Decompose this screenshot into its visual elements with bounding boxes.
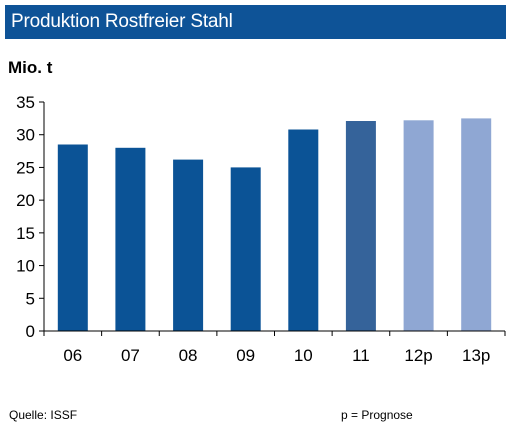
x-tick-label-13p: 13p <box>462 346 490 365</box>
y-tick-label-15: 15 <box>16 224 35 243</box>
bar-12p <box>403 120 434 331</box>
x-tick-label-12p: 12p <box>404 346 432 365</box>
forecast-legend-note: p = Prognose <box>341 408 413 422</box>
y-tick-label-20: 20 <box>16 191 35 210</box>
bar-08 <box>173 159 204 331</box>
y-tick-label-25: 25 <box>16 158 35 177</box>
bar-13p <box>461 118 492 332</box>
y-tick-label-0: 0 <box>26 322 35 341</box>
bar-10 <box>288 129 319 331</box>
bar-09 <box>230 167 261 331</box>
y-tick-label-30: 30 <box>16 126 35 145</box>
x-tick-label-11: 11 <box>352 346 370 365</box>
y-tick-label-10: 10 <box>16 257 35 276</box>
bar-11 <box>345 121 376 331</box>
source-note: Quelle: ISSF <box>9 408 78 422</box>
y-axis-unit-label: Mio. t <box>8 58 53 77</box>
bar-07 <box>115 147 146 331</box>
x-tick-label-09: 09 <box>236 346 255 365</box>
bar-06 <box>57 144 88 331</box>
x-tick-label-06: 06 <box>63 346 82 365</box>
y-tick-label-5: 5 <box>26 289 35 308</box>
y-tick-label-35: 35 <box>16 93 35 112</box>
x-tick-label-08: 08 <box>179 346 198 365</box>
x-tick-label-10: 10 <box>294 346 313 365</box>
x-tick-label-07: 07 <box>121 346 140 365</box>
chart-title-bar: Produktion Rostfreier Stahl <box>5 5 506 39</box>
chart-title: Produktion Rostfreier Stahl <box>11 11 233 32</box>
